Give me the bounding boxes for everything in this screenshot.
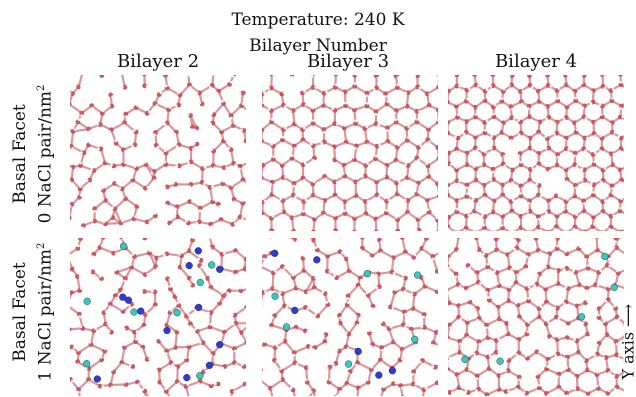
panel-bilayer-4-1nacl (448, 238, 624, 396)
lattice-image (70, 75, 246, 230)
row-label-1-nacl: Basal Facet 1 NaCl pair/nm2 (3, 237, 63, 387)
row-label-1-line2: 1 NaCl pair/nm2 (35, 242, 56, 382)
column-label-bilayer-2: Bilayer 2 (116, 51, 200, 72)
lattice-image (70, 238, 246, 396)
column-label-bilayer-3: Bilayer 3 (306, 51, 390, 72)
lattice-image (448, 238, 624, 396)
row-label-0-nacl: Basal Facet 0 NaCl pair/nm2 (3, 79, 63, 229)
panel-bilayer-2-0nacl (70, 75, 246, 231)
panel-bilayer-3-0nacl (262, 75, 438, 231)
row-label-1-line1: Basal Facet (9, 262, 30, 362)
lattice-image (262, 238, 438, 396)
panel-bilayer-3-1nacl (262, 238, 438, 396)
row-label-0-line2: 0 NaCl pair/nm2 (35, 84, 56, 224)
lattice-image (262, 75, 438, 231)
column-label-bilayer-4: Bilayer 4 (494, 51, 578, 72)
row-label-0-line1: Basal Facet (9, 104, 30, 204)
panel-bilayer-4-0nacl (448, 75, 624, 231)
temperature-title: Temperature: 240 K (231, 10, 405, 30)
bilayer-number-heading: Bilayer Number (249, 36, 387, 56)
y-axis-label: Y axis ⟶ (618, 303, 636, 380)
lattice-image (448, 75, 624, 231)
panel-bilayer-2-1nacl (70, 238, 246, 396)
